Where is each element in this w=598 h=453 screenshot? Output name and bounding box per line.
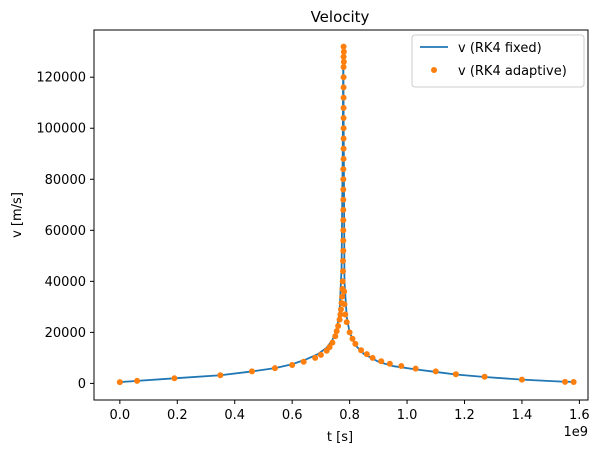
data-point-rk4-adaptive	[217, 372, 224, 379]
data-point-rk4-adaptive	[386, 360, 393, 367]
data-point-rk4-adaptive	[339, 278, 346, 285]
data-point-rk4-adaptive	[340, 145, 347, 152]
data-point-rk4-adaptive	[340, 104, 347, 111]
data-point-rk4-adaptive	[398, 363, 405, 370]
y-tick-label: 100000	[36, 122, 86, 137]
data-point-rk4-adaptive	[340, 135, 347, 142]
data-point-rk4-adaptive	[342, 311, 349, 318]
data-point-rk4-adaptive	[518, 376, 525, 383]
data-point-rk4-adaptive	[340, 196, 347, 203]
x-axis-offset-label: 1e9	[563, 425, 588, 440]
plot-area	[116, 43, 577, 386]
data-point-rk4-adaptive	[329, 339, 336, 346]
data-point-rk4-adaptive	[432, 368, 439, 375]
data-point-rk4-adaptive	[289, 362, 296, 369]
data-point-rk4-adaptive	[340, 84, 347, 91]
data-point-rk4-adaptive	[363, 351, 370, 358]
data-point-rk4-adaptive	[346, 329, 353, 336]
y-tick-label: 20000	[45, 326, 86, 341]
data-point-rk4-adaptive	[349, 335, 356, 342]
data-point-rk4-adaptive	[340, 94, 347, 101]
data-point-rk4-adaptive	[341, 301, 348, 308]
data-point-rk4-adaptive	[343, 319, 350, 326]
data-point-rk4-adaptive	[340, 206, 347, 213]
legend-box	[411, 34, 585, 88]
x-tick-label: 1.4	[512, 408, 533, 423]
y-axis-ticks: 0 20000 40000 60000 80000 100000 120000	[36, 71, 94, 392]
data-point-rk4-adaptive	[340, 166, 347, 173]
x-tick-label: 0.6	[282, 408, 303, 423]
y-tick-label: 0	[78, 377, 86, 392]
data-point-rk4-adaptive	[337, 311, 344, 318]
data-point-rk4-adaptive	[562, 378, 569, 385]
data-point-rk4-adaptive	[333, 328, 340, 335]
y-tick-label: 80000	[45, 173, 86, 188]
x-tick-label: 0.4	[224, 408, 245, 423]
y-tick-label: 120000	[36, 71, 86, 86]
axes-frame	[93, 29, 589, 401]
data-point-rk4-adaptive	[335, 323, 342, 329]
data-point-rk4-adaptive	[340, 186, 347, 193]
data-point-rk4-adaptive	[369, 354, 376, 361]
data-point-rk4-adaptive	[300, 358, 307, 365]
data-point-rk4-adaptive	[332, 333, 339, 340]
data-point-rk4-adaptive	[339, 293, 346, 300]
data-point-rk4-adaptive	[340, 176, 347, 183]
data-point-rk4-adaptive	[340, 155, 347, 162]
data-point-rk4-adaptive	[340, 217, 347, 224]
x-tick-label: 1.2	[454, 408, 475, 423]
y-axis-label: v [m/s]	[10, 192, 25, 238]
data-point-rk4-adaptive	[340, 48, 347, 55]
data-point-rk4-adaptive	[326, 344, 333, 351]
data-point-rk4-adaptive	[481, 373, 488, 380]
legend-label-fixed: v (RK4 fixed)	[458, 41, 542, 56]
data-point-rk4-adaptive	[570, 379, 577, 386]
x-tick-label: 1.0	[397, 408, 418, 423]
data-point-rk4-adaptive	[340, 74, 347, 81]
data-point-rk4-adaptive	[338, 306, 344, 313]
data-point-rk4-adaptive	[248, 368, 255, 375]
data-point-rk4-adaptive	[412, 365, 419, 372]
chart-title: Velocity	[311, 8, 370, 26]
y-tick-label: 40000	[45, 275, 86, 290]
data-point-rk4-adaptive	[312, 354, 319, 361]
x-tick-label: 0.2	[167, 408, 188, 423]
x-tick-label: 1.6	[569, 408, 590, 423]
x-axis-ticks: 0.0 0.2 0.4 0.6 0.8 1.0 1.2 1.4 1.6	[110, 400, 590, 423]
x-axis-label: t [s]	[327, 430, 353, 445]
legend: v (RK4 fixed) v (RK4 adaptive)	[411, 34, 585, 88]
data-point-rk4-adaptive	[336, 316, 343, 323]
data-point-rk4-adaptive	[340, 64, 347, 70]
data-point-rk4-adaptive	[378, 358, 385, 365]
data-point-rk4-adaptive	[340, 227, 347, 234]
data-point-rk4-adaptive	[340, 58, 347, 65]
data-point-rk4-adaptive	[340, 268, 347, 275]
data-point-rk4-adaptive	[340, 257, 347, 264]
data-point-rk4-adaptive	[271, 365, 278, 372]
data-point-rk4-adaptive	[341, 288, 348, 295]
data-point-rk4-adaptive	[134, 377, 141, 384]
legend-label-adaptive: v (RK4 adaptive)	[458, 64, 567, 79]
data-point-rk4-adaptive	[340, 43, 347, 50]
legend-marker-swatch	[431, 67, 437, 73]
x-tick-label: 0.0	[110, 408, 131, 423]
data-point-rk4-adaptive	[171, 375, 178, 382]
data-point-rk4-adaptive	[352, 340, 359, 347]
data-point-rk4-adaptive	[116, 379, 123, 386]
y-tick-label: 60000	[45, 224, 86, 239]
data-point-rk4-adaptive	[340, 125, 347, 132]
data-point-rk4-adaptive	[340, 115, 347, 122]
data-point-rk4-adaptive	[340, 247, 347, 254]
data-point-rk4-adaptive	[452, 371, 459, 378]
data-point-rk4-adaptive	[358, 347, 365, 354]
data-point-rk4-adaptive	[317, 351, 324, 358]
x-tick-label: 0.8	[339, 408, 360, 423]
data-point-rk4-adaptive	[340, 53, 347, 60]
data-point-rk4-adaptive	[340, 237, 347, 244]
